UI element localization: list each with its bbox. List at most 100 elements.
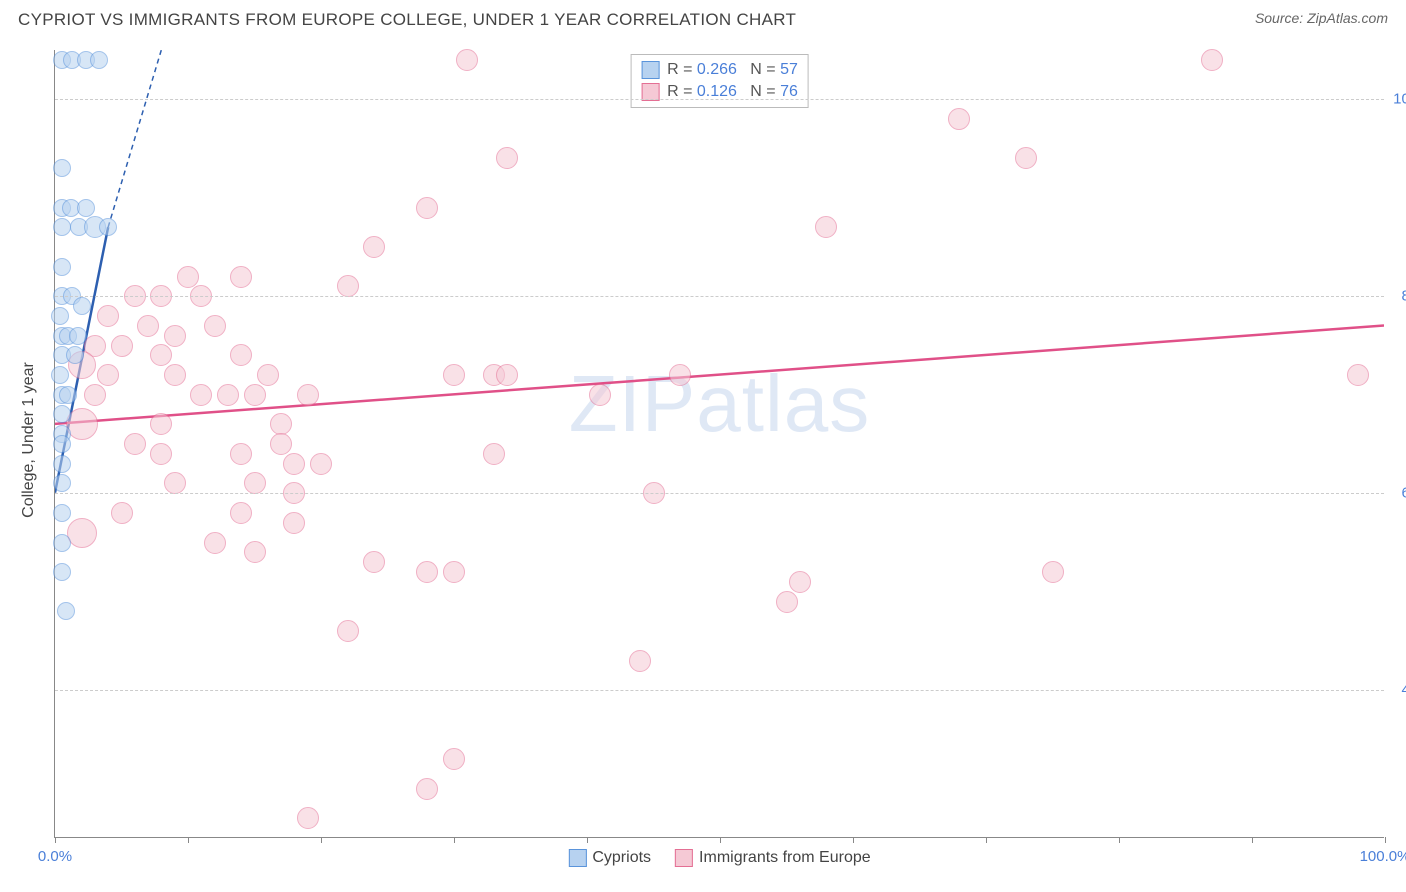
scatter-point [270, 433, 292, 455]
scatter-point [244, 472, 266, 494]
scatter-point [283, 512, 305, 534]
scatter-point [59, 386, 77, 404]
scatter-point [669, 364, 691, 386]
scatter-point [164, 325, 186, 347]
scatter-point [1042, 561, 1064, 583]
scatter-point [789, 571, 811, 593]
legend-label: Cypriots [592, 849, 651, 867]
scatter-point [67, 518, 97, 548]
scatter-point [73, 297, 91, 315]
scatter-point [443, 561, 465, 583]
y-tick-label: 40.0% [1389, 682, 1406, 699]
scatter-point [53, 405, 71, 423]
scatter-point [150, 413, 172, 435]
x-tick [55, 837, 56, 843]
legend-item: Immigrants from Europe [675, 849, 871, 867]
x-tick [1252, 837, 1253, 843]
x-tick-label: 0.0% [38, 848, 72, 865]
x-tick [454, 837, 455, 843]
scatter-point [84, 384, 106, 406]
y-tick-label: 100.0% [1389, 91, 1406, 108]
scatter-point [150, 443, 172, 465]
legend-swatch [641, 61, 659, 79]
scatter-point [53, 159, 71, 177]
scatter-point [204, 315, 226, 337]
scatter-point [177, 266, 199, 288]
y-axis-label: College, Under 1 year [20, 362, 38, 518]
y-tick-label: 80.0% [1389, 288, 1406, 305]
scatter-point [230, 266, 252, 288]
scatter-chart: ZIPatlas R = 0.266 N = 57R = 0.126 N = 7… [54, 50, 1384, 838]
scatter-point [629, 650, 651, 672]
scatter-point [53, 504, 71, 522]
scatter-point [496, 364, 518, 386]
y-tick-label: 60.0% [1389, 485, 1406, 502]
scatter-point [190, 384, 212, 406]
scatter-point [283, 453, 305, 475]
x-tick [720, 837, 721, 843]
x-tick [986, 837, 987, 843]
scatter-point [443, 748, 465, 770]
legend-label: Immigrants from Europe [699, 849, 871, 867]
chart-title: CYPRIOT VS IMMIGRANTS FROM EUROPE COLLEG… [18, 10, 796, 30]
scatter-point [230, 344, 252, 366]
x-tick-label: 100.0% [1360, 848, 1406, 865]
series-legend: Cypriots Immigrants from Europe [568, 849, 870, 867]
scatter-point [815, 216, 837, 238]
x-tick [853, 837, 854, 843]
scatter-point [90, 51, 108, 69]
scatter-point [217, 384, 239, 406]
scatter-point [244, 384, 266, 406]
scatter-point [363, 236, 385, 258]
scatter-point [137, 315, 159, 337]
scatter-point [270, 413, 292, 435]
scatter-point [416, 197, 438, 219]
scatter-point [97, 364, 119, 386]
scatter-point [496, 147, 518, 169]
scatter-point [257, 364, 279, 386]
scatter-point [244, 541, 266, 563]
x-tick [321, 837, 322, 843]
legend-swatch [675, 849, 693, 867]
gridline [55, 296, 1384, 297]
watermark: ZIPatlas [569, 358, 870, 450]
gridline [55, 493, 1384, 494]
scatter-point [1015, 147, 1037, 169]
scatter-point [1347, 364, 1369, 386]
legend-swatch [568, 849, 586, 867]
scatter-point [230, 502, 252, 524]
scatter-point [204, 532, 226, 554]
scatter-point [776, 591, 798, 613]
scatter-point [53, 258, 71, 276]
scatter-point [443, 364, 465, 386]
scatter-point [97, 305, 119, 327]
scatter-point [53, 474, 71, 492]
scatter-point [483, 443, 505, 465]
scatter-point [1201, 49, 1223, 71]
scatter-point [51, 366, 69, 384]
scatter-point [310, 453, 332, 475]
scatter-point [124, 433, 146, 455]
gridline [55, 99, 1384, 100]
x-tick [1385, 837, 1386, 843]
scatter-point [150, 344, 172, 366]
stats-legend-row: R = 0.266 N = 57 [641, 59, 798, 81]
gridline [55, 690, 1384, 691]
scatter-point [230, 443, 252, 465]
scatter-point [57, 602, 75, 620]
source-attribution: Source: ZipAtlas.com [1255, 10, 1388, 26]
scatter-point [53, 435, 71, 453]
legend-item: Cypriots [568, 849, 651, 867]
x-tick [1119, 837, 1120, 843]
x-tick [188, 837, 189, 843]
scatter-point [456, 49, 478, 71]
scatter-point [297, 384, 319, 406]
scatter-point [53, 534, 71, 552]
scatter-point [69, 327, 87, 345]
scatter-point [53, 455, 71, 473]
stats-text: R = 0.266 N = 57 [667, 61, 798, 79]
scatter-point [416, 561, 438, 583]
scatter-point [164, 364, 186, 386]
scatter-point [297, 807, 319, 829]
scatter-point [51, 307, 69, 325]
